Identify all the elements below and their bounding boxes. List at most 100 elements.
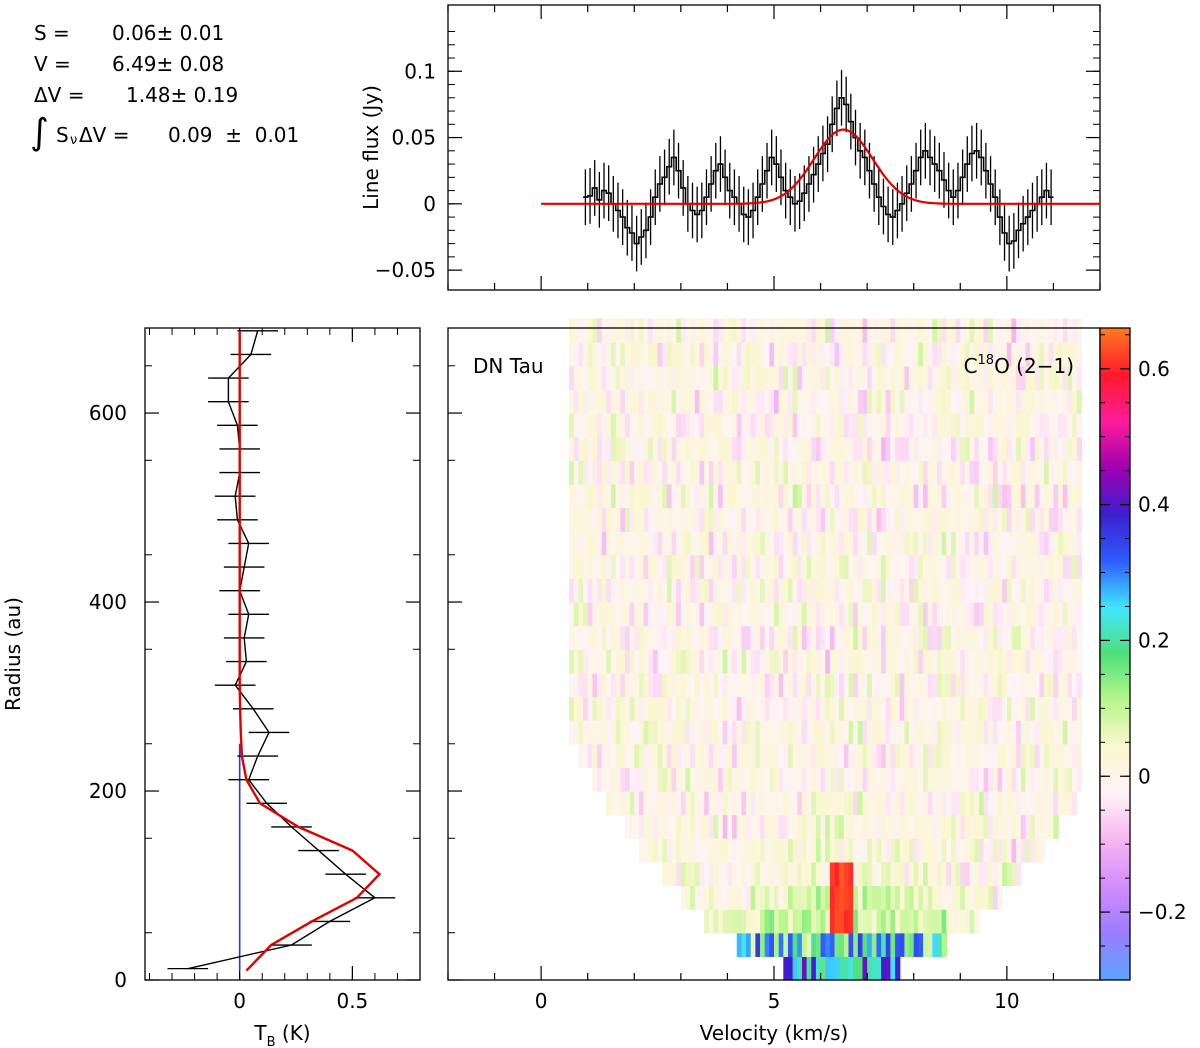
pv-cell	[937, 672, 943, 698]
pv-cell	[946, 791, 952, 816]
pv-cell	[904, 932, 910, 957]
pv-cell	[587, 318, 593, 343]
pv-cell	[1072, 696, 1078, 721]
pv-cell	[811, 318, 817, 343]
pv-cell	[671, 791, 677, 816]
pv-cell	[690, 602, 696, 627]
pv-cell	[573, 578, 579, 603]
pv-cell	[708, 507, 715, 532]
pv-cell	[648, 365, 654, 391]
pv-cell	[932, 791, 938, 816]
pv-cell	[787, 861, 794, 887]
pv-cell	[923, 767, 929, 792]
pv-cell	[638, 838, 645, 863]
pv-cell	[760, 531, 766, 556]
pv-cell	[629, 720, 635, 745]
pv-cell	[578, 578, 584, 603]
pv-cell	[932, 436, 938, 461]
pv-cell	[1025, 554, 1031, 579]
pv-cell	[960, 672, 966, 698]
pv-cell	[834, 720, 840, 745]
pv-cell	[829, 909, 836, 934]
pv-cell	[1020, 554, 1027, 579]
pv-cell	[955, 554, 961, 579]
pv-cell	[867, 389, 873, 414]
pv-cell	[969, 672, 975, 698]
pv-cell	[624, 814, 631, 839]
pv-cell	[769, 554, 775, 579]
pv-cell	[937, 696, 943, 721]
pv-cell	[839, 554, 845, 579]
pv-cell	[862, 389, 868, 414]
pv-cell	[573, 672, 579, 698]
pv-cell	[797, 318, 803, 343]
pv-cell	[1076, 318, 1082, 343]
pv-cell	[1016, 767, 1022, 792]
pv-cell	[592, 743, 598, 768]
pv-cell	[620, 342, 626, 367]
pv-cell	[680, 342, 687, 367]
pv-cell	[708, 318, 715, 343]
pv-cell	[890, 318, 896, 343]
pv-cell	[764, 389, 770, 414]
pv-cell	[1039, 342, 1045, 367]
pv-cell	[601, 602, 607, 627]
pv-cell	[937, 389, 943, 414]
pv-cell	[806, 838, 812, 863]
pv-cell	[760, 625, 766, 650]
pv-cell	[1076, 578, 1082, 603]
pv-cell	[1044, 743, 1050, 768]
pv-cell	[829, 483, 836, 509]
pv-cell	[685, 602, 691, 627]
pv-cell	[764, 602, 770, 627]
pv-cell	[876, 885, 882, 910]
pv-cell	[787, 389, 794, 414]
pv-cell	[727, 602, 733, 627]
pv-cell	[638, 483, 645, 509]
pv-cell	[1020, 791, 1027, 816]
pv-cell	[885, 389, 892, 414]
pv-cell	[611, 696, 617, 721]
pv-cell	[648, 507, 654, 532]
pv-cell	[774, 885, 780, 910]
pv-cell	[760, 507, 766, 532]
pv-cell	[774, 578, 780, 603]
pv-cell	[983, 483, 989, 509]
pv-cell	[685, 838, 691, 863]
pv-cell	[867, 649, 873, 674]
pv-cell	[834, 531, 840, 556]
pv-cell	[746, 885, 752, 910]
pv-cell	[652, 696, 659, 721]
pv-cell	[750, 743, 756, 768]
pv-cell	[881, 861, 887, 887]
pv-cell	[983, 318, 989, 343]
pv-cell	[750, 342, 756, 367]
pv-cell	[895, 342, 901, 367]
pv-cell	[918, 861, 924, 887]
pv-cell	[783, 365, 789, 391]
pv-cell	[690, 696, 696, 721]
pv-cell	[708, 814, 715, 839]
pv-cell	[685, 365, 691, 391]
pv-cell	[638, 602, 645, 627]
pv-cell	[1025, 483, 1031, 509]
pv-cell	[960, 909, 966, 934]
pv-cell	[587, 578, 593, 603]
pv-cell	[909, 342, 915, 367]
pv-cell	[1058, 389, 1064, 414]
pv-cell	[1006, 791, 1013, 816]
pv-cell	[964, 720, 971, 745]
pv-cell	[848, 885, 854, 910]
pv-cell	[1034, 602, 1041, 627]
pv-cell	[624, 342, 631, 367]
profile-xlabel: TB (K)	[253, 1021, 310, 1048]
pv-cell	[960, 767, 966, 792]
pv-cell	[746, 909, 752, 934]
pv-cell	[927, 413, 933, 438]
pv-cell	[685, 743, 691, 768]
pv-cell	[662, 460, 668, 485]
pv-cell	[932, 507, 938, 532]
pv-cell	[797, 838, 803, 863]
pv-cell	[648, 602, 654, 627]
pv-cell	[1006, 578, 1013, 603]
